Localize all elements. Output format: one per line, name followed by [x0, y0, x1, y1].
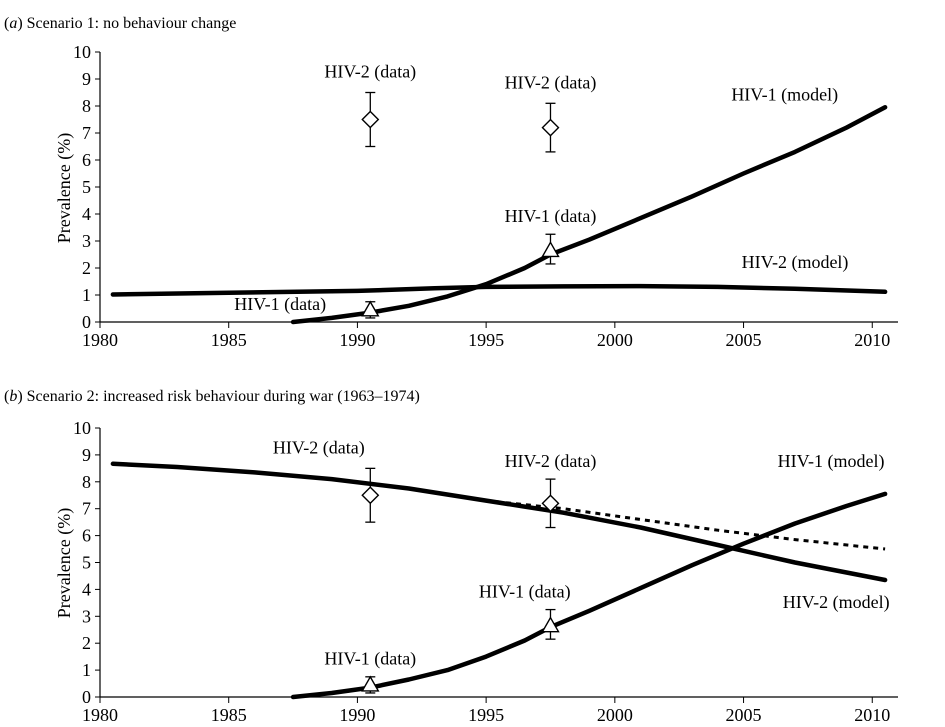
panel-a-diamond-marker: [361, 110, 380, 129]
panel-b-annotation-label: HIV-1 (model): [778, 451, 885, 472]
panel-b-annotation-label: HIV-2 (data): [273, 438, 365, 459]
panel-b-diamond-marker: [361, 486, 380, 505]
panel-b-series-hiv-2-model-line: [110, 461, 888, 583]
panel-a-y-tick-label: 8: [82, 96, 91, 116]
panel-a-y-tick-label: 1: [82, 285, 91, 305]
panel-a-annotation-label: HIV-1 (data): [505, 206, 597, 227]
panel-a-x-tick-label: 1990: [339, 330, 375, 350]
panel-a-x-tick-label: 1995: [468, 330, 504, 350]
panel-a-y-tick-label: 10: [73, 42, 91, 62]
panel-b-y-tick-label: 5: [82, 553, 91, 573]
panel-a-annotation-label: HIV-2 (data): [324, 62, 416, 83]
panel-a-triangle-marker: [541, 241, 560, 258]
panel-a-series-hiv-2-model-line: [110, 283, 888, 297]
panel-a-y-tick-label: 6: [82, 150, 91, 170]
panel-b-x-tick-label: 2005: [726, 705, 762, 725]
panel-b: (b) Scenario 2: increased risk behaviour…: [4, 388, 898, 725]
panel-b-y-tick-label: 10: [73, 418, 91, 438]
panel-b-x-tick-label: 2010: [854, 705, 890, 725]
panel-b-title: (b) Scenario 2: increased risk behaviour…: [4, 388, 420, 405]
panel-b-y-tick-label: 0: [82, 687, 91, 707]
panel-a-y-tick-label: 5: [82, 177, 91, 197]
panel-a-annotation-label: HIV-2 (data): [505, 72, 597, 93]
panel-a-x-tick-label: 1985: [211, 330, 247, 350]
panel-a-y-tick-label: 3: [82, 231, 91, 251]
panel-b-axes: 0 1 2 3 4 5 6 7 8 9 10 1980 1985 1990 1995 2000 2005 2010: [73, 418, 898, 725]
panel-a-x-tick-label: 2005: [726, 330, 762, 350]
panel-b-x-tick-label: 2000: [597, 705, 633, 725]
panel-b-y-tick-label: 8: [82, 472, 91, 492]
panel-a-title: (a) Scenario 1: no behaviour change: [4, 15, 236, 32]
panel-b-label: b: [9, 388, 17, 405]
panel-b-annotation-label: HIV-1 (data): [324, 649, 416, 670]
panel-a-annotation-label: HIV-1 (model): [731, 85, 838, 106]
panel-b-x-tick-label: 1985: [211, 705, 247, 725]
panel-a-x-tick-label: 2010: [854, 330, 890, 350]
panel-b-y-axis-label: Prevalence (%): [54, 508, 75, 618]
panel-a-label: a: [9, 15, 17, 32]
panel-a-axes: 0 1 2 3 4 5 6 7 8 9 10 1980 1985 1990 1995 2000 2005 2010: [73, 42, 898, 350]
panel-a-y-tick-label: 7: [82, 123, 91, 143]
panel-a-y-tick-label: 0: [82, 312, 91, 332]
panel-a: (a) Scenario 1: no behaviour change Prev…: [4, 15, 898, 350]
panel-b-y-tick-label: 9: [82, 445, 91, 465]
panel-b-title-text: Scenario 2: increased risk behaviour dur…: [27, 388, 420, 405]
panel-a-annotation-label: HIV-2 (model): [742, 252, 849, 273]
panel-b-annotation-label: HIV-2 (model): [783, 592, 890, 613]
panel-b-y-tick-label: 3: [82, 606, 91, 626]
panel-b-annotation-label: HIV-1 (data): [479, 581, 571, 602]
panel-b-triangle-marker: [541, 616, 560, 633]
panel-b-y-tick-label: 6: [82, 526, 91, 546]
panel-b-y-tick-label: 2: [82, 633, 91, 653]
panel-a-y-axis-label: Prevalence (%): [54, 133, 75, 243]
panel-b-x-tick-label: 1980: [82, 705, 118, 725]
panel-a-triangle-marker: [361, 300, 380, 317]
panel-a-y-tick-label: 4: [82, 204, 91, 224]
panel-b-triangle-marker: [361, 675, 380, 692]
panel-b-x-tick-label: 1990: [339, 705, 375, 725]
panel-b-annotation-label: HIV-2 (data): [505, 451, 597, 472]
panel-b-y-tick-label: 4: [82, 579, 91, 599]
panel-a-x-tick-label: 1980: [82, 330, 118, 350]
panel-a-y-tick-label: 2: [82, 258, 91, 278]
panel-b-marks: HIV-2 (data) HIV-2 (data) HIV-1 (model) HIV…: [110, 438, 890, 700]
panel-b-y-tick-label: 7: [82, 499, 91, 519]
panel-a-marks: HIV-2 (data) HIV-2 (data) HIV-1 (model) HIV…: [110, 62, 888, 325]
panel-b-series-dashed-line: [485, 499, 886, 551]
panel-b-diamond-marker: [541, 494, 560, 513]
panel-a-title-text: Scenario 1: no behaviour change: [27, 15, 237, 32]
panel-b-x-tick-label: 1995: [468, 705, 504, 725]
panel-b-y-tick-label: 1: [82, 660, 91, 680]
panel-a-diamond-marker: [541, 118, 560, 137]
panel-a-y-tick-label: 9: [82, 69, 91, 89]
panel-a-x-tick-label: 2000: [597, 330, 633, 350]
panel-a-annotation-label: HIV-1 (data): [234, 294, 326, 315]
